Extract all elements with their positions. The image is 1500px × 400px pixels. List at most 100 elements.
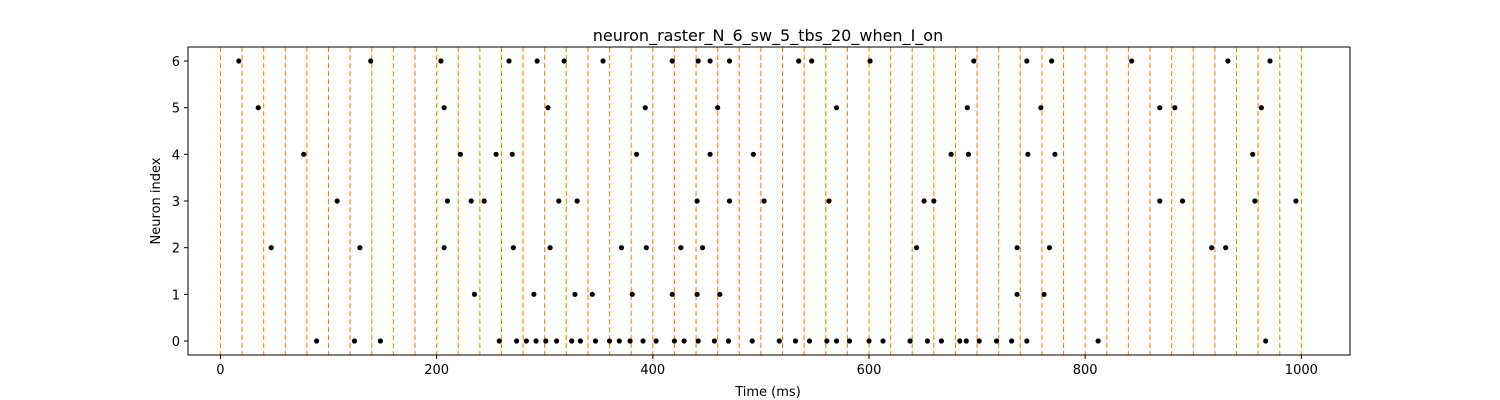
spike-point — [806, 338, 813, 344]
spike-point — [880, 338, 886, 344]
spike-point — [948, 151, 954, 157]
y-tick-label: 0 — [172, 335, 180, 350]
x-axis-label: Time (ms) — [734, 385, 801, 400]
spike-point — [531, 291, 537, 297]
spike-point — [1267, 58, 1273, 64]
spike-point — [695, 338, 701, 344]
spike-point — [457, 151, 463, 157]
spike-point — [1024, 58, 1030, 64]
spike-point — [1041, 291, 1047, 297]
spike-point — [1038, 105, 1044, 111]
y-tick-label: 1 — [172, 288, 180, 303]
spike-point — [534, 58, 540, 64]
spike-point — [976, 338, 982, 344]
spike-point — [569, 338, 575, 344]
spike-point — [1258, 105, 1264, 111]
spike-point — [907, 338, 913, 344]
spike-point — [510, 245, 516, 251]
spike-point — [931, 198, 937, 204]
x-tick-label: 400 — [640, 363, 665, 378]
spike-point — [669, 58, 675, 64]
y-axis: 0 1 2 3 4 5 6 — [172, 55, 188, 350]
spike-point — [606, 338, 613, 344]
spike-point — [1157, 198, 1163, 204]
spike-point — [717, 291, 723, 297]
spike-point — [543, 338, 549, 344]
spike-point — [377, 338, 384, 344]
spike-point — [750, 151, 756, 157]
spike-point — [574, 198, 580, 204]
spike-point — [589, 291, 595, 297]
spike-point — [640, 338, 646, 344]
y-axis-label: Neuron index — [149, 157, 164, 244]
vline-layer — [219, 47, 1302, 355]
spike-point — [1157, 105, 1163, 111]
spike-point — [669, 291, 675, 297]
spike-point — [1014, 245, 1020, 251]
chart-title: neuron_raster_N_6_sw_5_tbs_20_when_I_on — [593, 26, 943, 46]
spike-point — [1172, 105, 1178, 111]
spike-point — [699, 245, 706, 251]
spike-point — [545, 105, 551, 111]
spike-point — [1252, 198, 1258, 204]
y-tick-label: 3 — [172, 195, 180, 210]
spike-point — [616, 338, 622, 344]
spike-point — [633, 151, 640, 157]
spike-point — [792, 338, 799, 344]
spike-point — [695, 58, 701, 64]
spike-point — [600, 58, 606, 64]
y-tick-label: 5 — [172, 102, 180, 117]
spike-point — [1014, 291, 1020, 297]
spike-point — [694, 291, 700, 297]
spike-point — [833, 338, 840, 344]
spike-point — [1095, 338, 1101, 344]
spike-point — [577, 338, 583, 344]
spike-point — [643, 245, 649, 251]
spike-point — [715, 105, 721, 111]
spike-point — [334, 198, 340, 204]
spike-point — [471, 291, 478, 297]
spike-point — [444, 198, 451, 204]
spike-point — [547, 245, 553, 251]
spike-point — [681, 338, 687, 344]
y-tick-label: 4 — [172, 148, 180, 163]
spike-point — [707, 58, 713, 64]
spike-point — [725, 338, 732, 344]
spike-point — [556, 198, 562, 204]
spike-point — [441, 105, 447, 111]
spike-point — [255, 105, 261, 111]
spike-point — [1223, 245, 1229, 251]
spike-point — [867, 58, 873, 64]
spike-point — [357, 245, 363, 251]
spike-point — [1263, 338, 1269, 344]
spike-point — [1025, 151, 1031, 157]
spike-point — [468, 198, 474, 204]
spike-point — [351, 338, 358, 344]
spike-point — [523, 338, 529, 344]
spike-point — [438, 58, 444, 64]
spike-point — [1225, 58, 1231, 64]
spike-point — [493, 151, 499, 157]
spike-point — [924, 338, 930, 344]
spike-point — [796, 58, 802, 64]
spike-point — [642, 105, 648, 111]
plot-frame — [187, 46, 1351, 356]
spike-point — [592, 338, 599, 344]
y-tick-label: 6 — [172, 55, 180, 70]
spike-point — [964, 105, 970, 111]
spike-point — [1009, 338, 1015, 344]
spike-point — [846, 338, 853, 344]
spike-point — [963, 338, 969, 344]
spike-point — [572, 291, 578, 297]
spike-point — [1129, 58, 1135, 64]
spike-point — [726, 58, 733, 64]
spike-point — [629, 291, 635, 297]
spike-point — [627, 338, 633, 344]
spike-point — [938, 338, 945, 344]
spike-point — [1293, 198, 1299, 204]
spike-point — [314, 338, 320, 344]
spike-point — [533, 338, 539, 344]
x-tick-label: 0 — [216, 363, 224, 378]
spike-point — [824, 338, 830, 344]
spike-point — [921, 198, 927, 204]
